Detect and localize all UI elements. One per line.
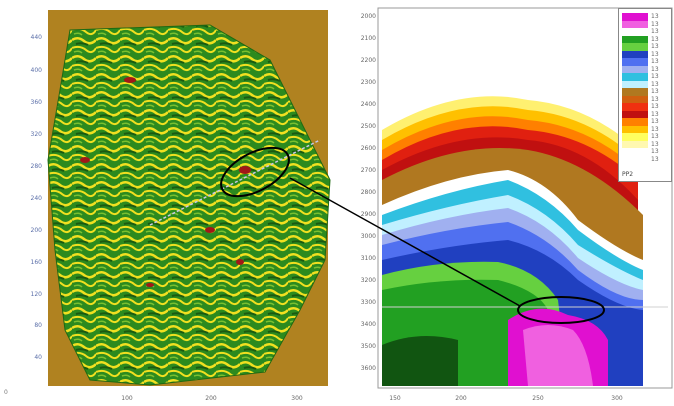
y-tick: 3200 — [360, 277, 376, 284]
corner-label: 0 — [4, 389, 8, 396]
x-tick: 100 — [121, 395, 133, 402]
legend-swatch — [622, 133, 648, 141]
legend-value: 13 — [651, 148, 659, 155]
anomaly-spot — [146, 283, 154, 287]
legend-value: 13 — [651, 50, 659, 58]
legend-swatch — [622, 50, 648, 58]
y-tick: 280 — [30, 163, 42, 170]
y-tick: 440 — [30, 34, 42, 41]
legend-swatch — [622, 118, 648, 126]
y-tick: 2600 — [360, 145, 376, 152]
legend-value: 13 — [651, 35, 659, 43]
legend-value: 13 — [651, 103, 659, 110]
y-tick: 2000 — [360, 13, 376, 20]
legend-value: 13 — [651, 95, 659, 103]
legend-label: PP2 — [622, 171, 634, 178]
anomaly-spot — [80, 157, 90, 163]
y-tick: 2300 — [360, 79, 376, 86]
legend-swatch — [622, 110, 648, 118]
y-tick: 2500 — [360, 123, 376, 130]
y-tick: 160 — [30, 259, 42, 266]
legend-value: 13 — [651, 80, 659, 88]
legend-swatch — [622, 148, 648, 156]
legend-swatch — [622, 73, 648, 81]
y-tick: 2200 — [360, 57, 376, 64]
legend-swatch — [622, 13, 648, 21]
x-tick: 300 — [291, 395, 303, 402]
legend-value: 13 — [651, 118, 659, 125]
y-tick: 2900 — [360, 211, 376, 218]
x-tick: 200 — [205, 395, 217, 402]
y-tick: 3100 — [360, 255, 376, 262]
anomaly-spot — [124, 77, 136, 83]
highlight-ellipse — [220, 146, 290, 198]
y-tick: 400 — [30, 67, 42, 74]
y-tick: 240 — [30, 195, 42, 202]
legend-swatch — [622, 88, 648, 96]
y-tick: 2400 — [360, 101, 376, 108]
legend-swatch — [622, 95, 648, 103]
legend-value: 13 — [651, 125, 659, 133]
y-tick: 320 — [30, 131, 42, 138]
legend-value: 13 — [651, 140, 659, 148]
legend-value: 13 — [651, 58, 659, 65]
legend-swatch — [622, 20, 648, 28]
legend-value: 13 — [651, 88, 659, 95]
legend-swatch — [622, 140, 648, 148]
legend-value: 13 — [651, 13, 659, 20]
anomaly-spot — [236, 259, 244, 265]
x-tick: 200 — [455, 395, 467, 402]
y-tick: 3000 — [360, 233, 376, 240]
y-tick: 3400 — [360, 321, 376, 328]
y-tick: 2700 — [360, 167, 376, 174]
y-tick: 200 — [30, 227, 42, 234]
legend-value: 13 — [651, 28, 659, 35]
x-tick: 300 — [611, 395, 623, 402]
legend-swatch — [622, 35, 648, 43]
legend-swatch — [622, 43, 648, 51]
legend-value: 13 — [651, 73, 659, 80]
y-tick: 120 — [30, 291, 42, 298]
map-panel: 440 400 360 320 280 240 200 160 120 80 4… — [4, 10, 331, 402]
section-line — [149, 139, 321, 226]
legend-value: 13 — [651, 133, 659, 140]
legend-value: 13 — [651, 65, 659, 73]
color-legend: 13 13 13 13 13 13 13 13 13 13 13 13 13 13 13 13 13 13 13 13… — [618, 8, 672, 182]
legend-value: 13 — [651, 43, 659, 50]
legend-value: 13 — [651, 155, 659, 163]
highlight-ellipse — [517, 296, 605, 324]
y-tick: 3300 — [360, 299, 376, 306]
amplitude-map — [47, 10, 331, 386]
y-tick: 40 — [34, 354, 42, 361]
legend-value: 13 — [651, 110, 659, 118]
y-tick: 360 — [30, 99, 42, 106]
legend-swatch — [622, 103, 648, 111]
legend-value: 13 — [651, 20, 659, 28]
x-tick: 150 — [389, 395, 401, 402]
anomaly-spot — [205, 227, 215, 233]
legend-swatch — [622, 125, 648, 133]
legend-swatch — [622, 155, 648, 163]
y-tick: 2800 — [360, 189, 376, 196]
survey-area — [47, 24, 331, 386]
y-tick: 3600 — [360, 365, 376, 372]
anomaly-spot — [239, 166, 251, 174]
legend-swatch — [622, 28, 648, 36]
legend-swatch — [622, 80, 648, 88]
legend-swatch — [622, 58, 648, 66]
y-tick: 80 — [34, 322, 42, 329]
y-tick: 2100 — [360, 35, 376, 42]
x-tick: 250 — [532, 395, 544, 402]
y-tick: 3500 — [360, 343, 376, 350]
legend-swatch — [622, 65, 648, 73]
